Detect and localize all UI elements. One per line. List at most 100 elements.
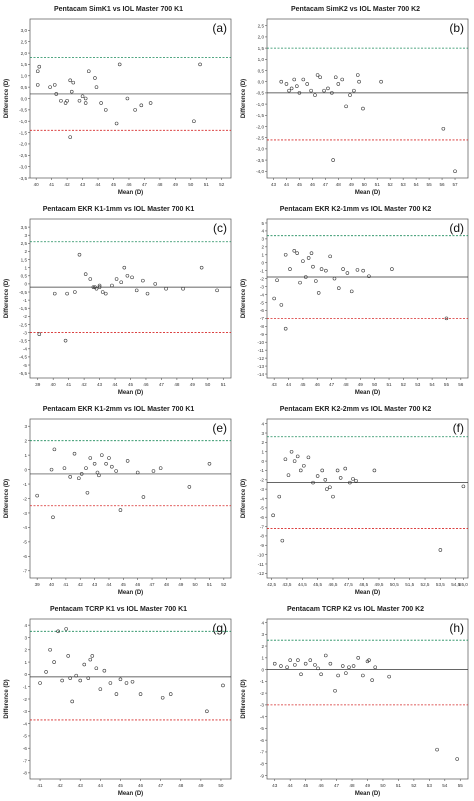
- y-axis-label: Difference (D): [4, 279, 10, 318]
- data-point: [288, 658, 292, 662]
- plot-area: [266, 218, 469, 379]
- data-point: [64, 627, 68, 631]
- data-point: [301, 259, 305, 263]
- data-point: [326, 86, 330, 91]
- y-tick-label: 0: [261, 667, 264, 672]
- y-tick-label: -13: [257, 364, 264, 369]
- data-point: [441, 126, 446, 131]
- x-tick-label: 56: [458, 382, 464, 387]
- x-tick-label: 43: [272, 382, 278, 387]
- x-tick-label: 52: [411, 783, 417, 788]
- y-tick-label: -10: [257, 340, 264, 345]
- data-point: [344, 104, 348, 109]
- y-tick-label: 4: [261, 421, 264, 426]
- data-point: [286, 473, 291, 477]
- y-tick-label: -6: [260, 308, 265, 313]
- x-tick-label: 54: [430, 382, 436, 387]
- data-point: [97, 283, 102, 288]
- data-point: [125, 96, 130, 101]
- x-tick-label: 42: [78, 582, 84, 587]
- y-tick-label: 2,5: [258, 24, 265, 29]
- chart-title: Pentacam EKR K1-1mm vs IOL Master 700 K1: [43, 206, 195, 213]
- x-tick-label: 55: [427, 182, 433, 187]
- data-point: [72, 451, 77, 456]
- data-point: [51, 515, 55, 520]
- data-point: [114, 692, 119, 696]
- data-point: [333, 75, 338, 80]
- x-tick-label: 53: [415, 382, 421, 387]
- data-point: [345, 271, 350, 275]
- y-tick-label: 2: [261, 245, 264, 250]
- y-tick-label: 2: [261, 644, 264, 649]
- data-point: [323, 478, 328, 482]
- data-point: [88, 657, 93, 662]
- y-tick-label: -8: [260, 324, 265, 329]
- data-point: [361, 106, 365, 111]
- x-tick-label: 52: [221, 582, 227, 587]
- data-point: [207, 462, 212, 466]
- y-tick-label: -1,5: [19, 130, 27, 135]
- data-point: [49, 467, 54, 472]
- y-axis-label: Difference (D): [4, 79, 10, 118]
- y-tick-label: -3: [260, 284, 265, 289]
- y-tick-label: 4: [24, 623, 27, 628]
- y-tick-label: -7: [23, 758, 28, 763]
- data-point: [435, 747, 439, 752]
- x-tick-label: 43: [97, 382, 103, 387]
- x-tick-label: 43,5: [282, 582, 291, 587]
- plot-area: [29, 618, 232, 780]
- data-point: [320, 468, 325, 473]
- data-point: [297, 91, 302, 95]
- data-point: [288, 267, 292, 271]
- y-tick-label: 0: [24, 672, 27, 677]
- x-tick-label: 51: [204, 182, 210, 187]
- x-tick-label: 44: [95, 182, 101, 187]
- x-tick-label: 55,0: [459, 582, 468, 587]
- data-point: [52, 447, 57, 452]
- data-point: [84, 466, 88, 470]
- y-tick-label: -12: [257, 571, 264, 576]
- y-tick-label: -4: [23, 525, 28, 530]
- data-point: [192, 119, 196, 123]
- x-axis-label: Mean (D): [355, 791, 380, 797]
- x-tick-label: 41: [63, 582, 69, 587]
- data-point: [387, 674, 391, 679]
- panel-label: (g): [212, 621, 227, 635]
- y-axis-label: Difference (D): [241, 279, 247, 318]
- data-point: [60, 678, 64, 683]
- data-point: [130, 679, 135, 684]
- data-point: [68, 676, 72, 680]
- data-point: [97, 473, 101, 478]
- data-point: [299, 672, 303, 677]
- data-point: [118, 677, 123, 682]
- data-point: [52, 660, 56, 664]
- data-point: [135, 470, 140, 475]
- data-point: [332, 276, 337, 281]
- x-tick-label: 46: [143, 382, 149, 387]
- data-point: [52, 83, 57, 87]
- data-point: [114, 469, 118, 473]
- x-tick-label: 52: [219, 182, 225, 187]
- y-tick-label: 0,5: [258, 68, 265, 73]
- y-tick-label: -5: [260, 726, 265, 731]
- plot-area: [29, 18, 232, 179]
- data-point: [93, 76, 97, 80]
- data-point: [114, 121, 119, 126]
- data-point: [54, 92, 59, 96]
- data-point: [141, 495, 146, 499]
- y-tick-label: -2: [260, 276, 265, 281]
- x-tick-label: 40: [51, 382, 57, 387]
- data-point: [83, 272, 88, 276]
- data-point: [110, 464, 114, 469]
- x-tick-label: 53: [427, 783, 433, 788]
- data-point: [357, 79, 361, 84]
- panel-label: (b): [449, 21, 464, 35]
- chart-panel: Pentacam EKR K2-1mm vs IOL Master 700 K2…: [241, 206, 469, 396]
- y-tick-label: -1,0: [256, 102, 264, 107]
- data-point: [44, 670, 48, 674]
- y-tick-label: -1: [23, 684, 28, 689]
- data-point: [316, 291, 321, 295]
- data-point: [295, 251, 299, 255]
- x-tick-label: 54: [442, 783, 448, 788]
- data-point: [287, 88, 291, 93]
